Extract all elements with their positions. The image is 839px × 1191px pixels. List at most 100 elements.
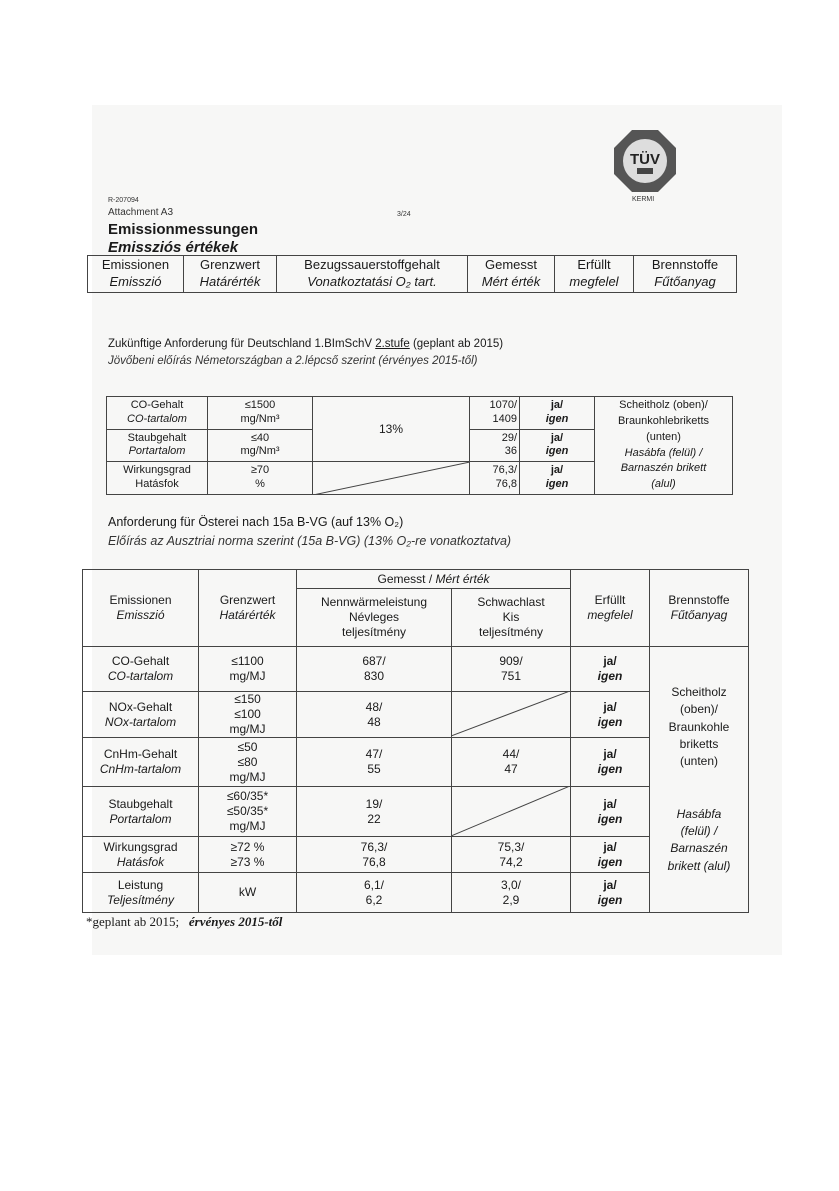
header-fuel: Brennstoffe Fűtőanyag [649,569,749,647]
table-cell: 687/830 [296,646,452,692]
table-cell: ja/igen [570,737,650,787]
table-cell: ≤40 mg/Nm³ [207,428,313,463]
cell-text: ≤50 [237,739,258,754]
cell-text: mg/MJ [229,769,266,784]
cell-text: Emisszió [116,608,165,622]
table-cell: ≥70% [207,461,313,495]
cell-text: Hatásfok [116,854,165,869]
table-row: Wirkungsgrad Hatásfok ≥72 % ≥73 % 76,3/76,… [82,836,749,873]
cell-text: (felül) / [680,823,718,838]
table-cell: ja/igen [519,461,595,495]
table-cell: ja/igen [570,691,650,738]
cell-text: Erfüllt [577,257,611,273]
cell-text: Nennwärmeleistung [320,595,428,609]
cell-text: mg/MJ [229,669,266,683]
table-row: Nennwärmeleistung Névleges teljesítmény Sc… [83,588,749,647]
table-cell: Staubgehalt Portartalom [82,786,199,837]
cell-text: ja/ [550,431,564,444]
cell-text: NOx-Gehalt [108,699,173,714]
cell-text: Scheitholz (oben)/ [619,398,708,411]
cell-text: 751 [500,669,522,683]
table-cell: ja/igen [570,786,650,837]
column-legend-table: Emissionen Emisszió Grenzwert Határérték B… [87,255,737,293]
cell-text: 22 [367,811,381,826]
germany-table: CO-Gehalt CO-tartalom ≤1500 mg/Nm³ 13% 107… [106,395,733,495]
cell-text: érvényes 2015-től [189,914,283,929]
cell-text: 2,9 [502,892,520,907]
cell-text: Mért érték [435,571,490,586]
header-nominal-load: Nennwärmeleistung Névleges teljesítmény [296,588,452,647]
title-german: Emissionmessungen [108,221,259,238]
cell-text: Leistung [117,877,164,892]
legend-fulfilled: Erfüllt megfelel [554,255,634,293]
cell-text: igen [597,811,623,826]
cell-text: 1409 [492,412,517,425]
cell-text: 19/ [365,796,383,811]
cell-text: % [255,478,265,491]
cell-text: CnHm-Gehalt [103,747,178,761]
header-limit: Grenzwert Határérték [198,569,297,647]
cell-text: Határérték [199,274,261,289]
cell-text: Emissionen [101,257,170,273]
legend-reference-oxygen: Bezugssauerstoffgehalt Vonatkoztatási O₂ … [276,255,468,293]
cell-text: igen [597,669,623,683]
table-cell: ≤1100 mg/MJ [198,646,297,692]
cell-text: ≥70 [250,464,270,477]
table-cell: CO-Gehalt CO-tartalom [106,396,208,430]
cell-text: mg/Nm³ [240,445,280,458]
legend-emissions: Emissionen Emisszió [87,255,184,293]
cell-text: ≤80 [237,754,258,769]
table-cell: 48/48 [296,691,452,738]
cell-text: ja/ [603,699,617,714]
cell-text: CO-tartalom [127,412,187,425]
cell-text: Barnaszén brikett [620,462,707,475]
cell-text: Braunkohlebriketts [617,414,710,427]
cell-text: (oben)/ [679,702,719,717]
cell-text: Grenzwert [219,593,276,607]
cell-text: ja/ [603,654,617,668]
report-number: R-207094 [108,197,139,204]
cell-text: Grenzwert [200,257,260,273]
cell-text: 3,0/ [500,877,521,892]
cell-text: Teljesítmény [107,892,174,907]
cell-text: igen [597,762,623,776]
table-row: Emissionen Emisszió Grenzwert Határérték G… [82,569,749,647]
cell-text: Zukünftige Anforderung für Deutschland 1… [108,338,376,350]
cell-text: mg/Nm³ [240,412,280,425]
table-cell: ja/igen [570,872,650,913]
table-cell: 76,3/76,8 [296,836,452,873]
cell-text: ≤50/35* [226,804,269,818]
table-cell: ja/igen [570,646,650,692]
table-cell: ≥72 % ≥73 % [198,836,297,873]
cell-text: Fűtőanyag [654,274,716,289]
cell-text: 48 [367,714,381,729]
cell-text: Brennstoffe [668,593,730,607]
table-cell: 29/36 [469,428,520,463]
table-cell: 6,1/6,2 [296,872,452,913]
cell-text: teljesítmény [341,625,407,639]
cell-text: 830 [363,669,385,683]
cell-text: brikett (alul) [667,858,731,873]
table-cell: Staubgehalt Portartalom [106,428,208,463]
cell-text: ≤60/35* [226,789,269,803]
legend-limit: Grenzwert Határérték [183,255,277,293]
cell-text: 75,3/ [497,839,525,854]
cell-text: 6,1/ [363,877,384,892]
austria-fuel: Scheitholz (oben)/ Braunkohle briketts (unte… [649,646,749,913]
cell-text: megfelel [569,274,619,289]
cell-text: CnHm-tartalom [99,762,182,776]
cell-text: 47 [504,762,518,776]
cell-text: 36 [504,445,517,458]
table-cell: Wirkungsgrad Hatásfok [82,836,199,873]
cell-text: Vonatkoztatási O₂ tart. [307,274,437,289]
table-cell: 1070/1409 [469,396,520,430]
cell-text: 76,3/ [360,839,388,854]
cell-text: 1070/ [489,399,517,412]
cell-text: Hasábfa (felül) / [624,446,703,459]
cell-text: ≥73 % [230,854,265,869]
austria-caption-de: Anforderung für Österei nach 15a B-VG (a… [108,515,404,529]
cell-text: ≤1500 [244,399,276,412]
cell-text: Barnaszén [670,841,728,856]
cell-text: Kis [502,610,520,624]
svg-text:TÜV: TÜV [630,151,660,168]
